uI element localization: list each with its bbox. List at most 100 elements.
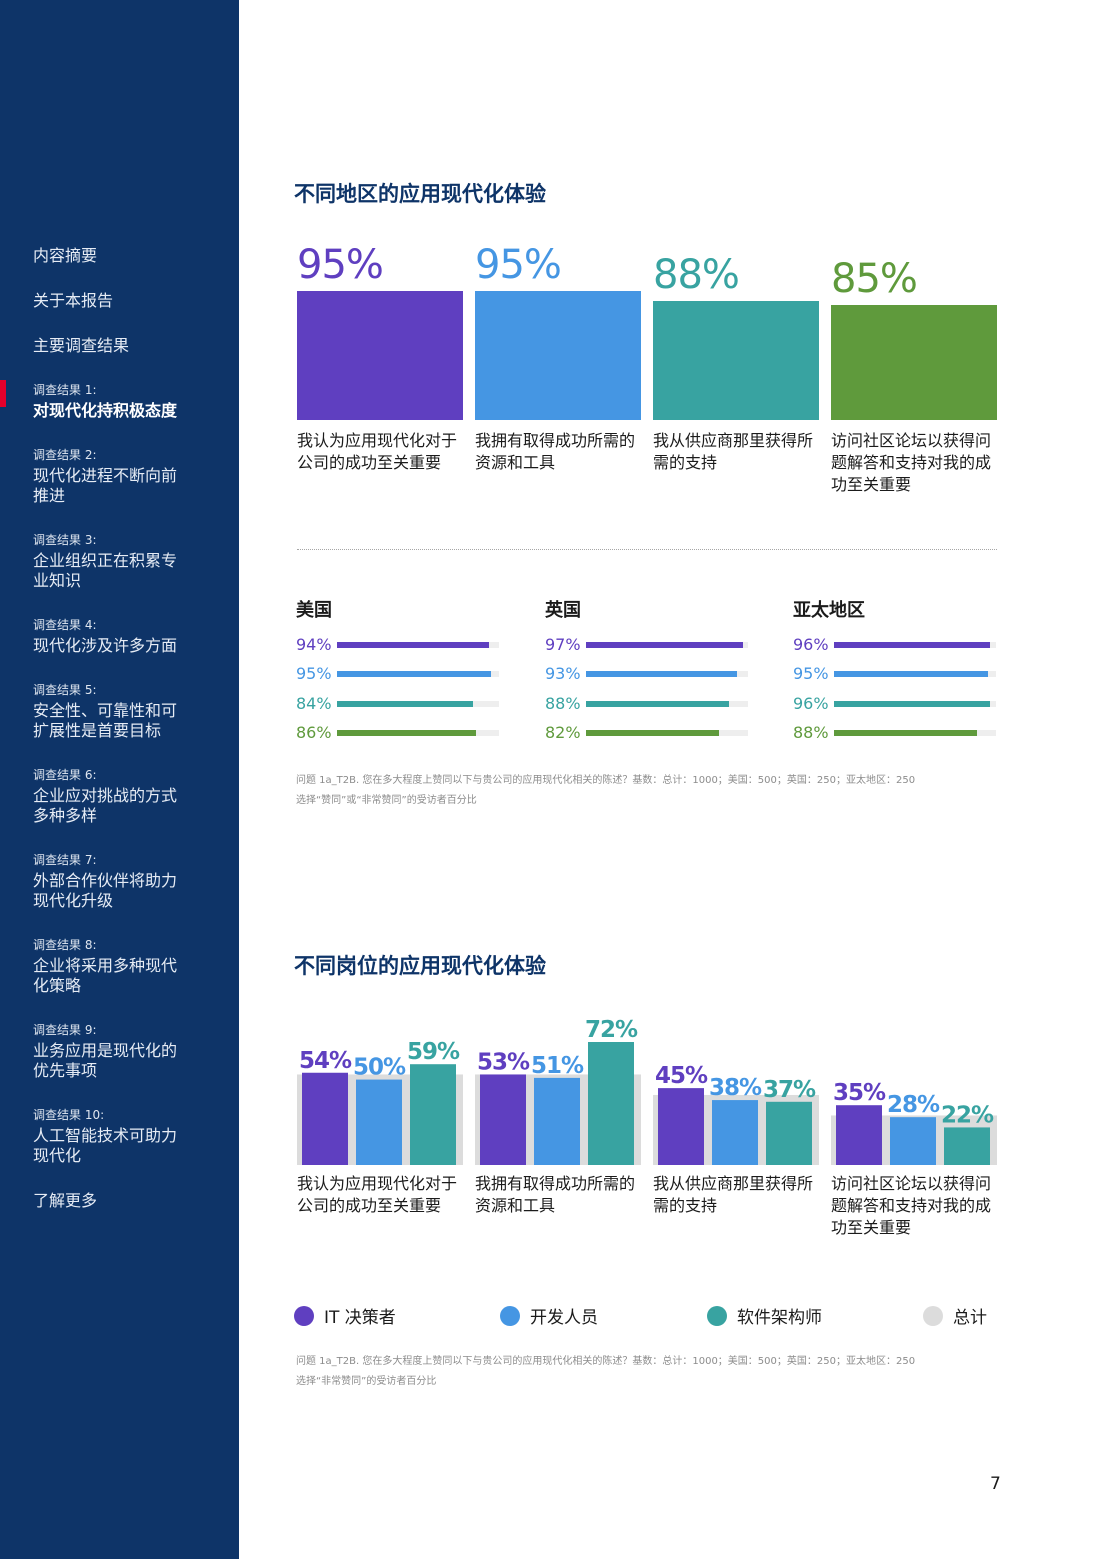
finding-kicker: 调查结果 7: [33,853,97,867]
role-bar [410,1064,456,1165]
role-bar-label: 37% [763,1077,816,1103]
role-bar [944,1127,990,1165]
role-bar-label: 53% [477,1049,530,1075]
legend-label: IT 决策者 [324,1308,396,1328]
mini-bar-row: 88% [545,692,750,721]
legend-item: 总计 [923,1303,987,1328]
role-bar [588,1042,634,1165]
big-bar-percent: 85% [831,256,918,302]
big-bar-percent: 95% [297,242,384,288]
mini-bar-row: 95% [296,662,501,691]
mini-bar-fill [337,700,473,707]
sidebar-item-finding-2[interactable]: 调查结果 2: 现代化进程不断向前推进 [33,448,223,506]
sidebar-item-finding-3[interactable]: 调查结果 3: 企业组织正在积累专业知识 [33,533,223,591]
mini-bar-row: 94% [296,633,501,662]
mini-bar-row: 82% [545,721,750,750]
mini-bar-row: 95% [793,662,998,691]
finding-title: 业务应用是现代化的优先事项 [33,1041,178,1080]
sidebar-item-learn-more[interactable]: 了解更多 [33,1191,98,1210]
region-footnote: 问题 1a_T2B. 您在多大程度上赞同以下与贵公司的应用现代化相关的陈述？基数… [296,771,996,811]
finding-kicker: 调查结果 10: [33,1108,105,1122]
region-block-us: 美国 94% 95% 84% 86% [296,599,501,750]
legend-label: 软件架构师 [737,1308,822,1328]
mini-bar-track [834,729,996,736]
role-bar [890,1117,936,1165]
mini-bar-percent: 86% [296,722,332,742]
mini-bar-row: 88% [793,721,998,750]
mini-bar-track [586,671,748,678]
legend-dot-icon [707,1305,727,1326]
sidebar-item-about[interactable]: 关于本报告 [33,291,114,310]
mini-bar-row: 84% [296,692,501,721]
role-bar-label: 59% [407,1039,460,1065]
role-bar-label: 51% [531,1053,584,1079]
region-name: 美国 [296,600,332,621]
sidebar-item-finding-9[interactable]: 调查结果 9: 业务应用是现代化的优先事项 [33,1023,223,1081]
mini-bar-percent: 84% [296,693,332,713]
page-number: 7 [990,1474,1001,1494]
mini-bar-fill [337,642,489,648]
legend-label: 开发人员 [530,1308,598,1328]
role-bar [658,1088,704,1165]
section-divider [297,549,997,550]
mini-bar-track [586,700,748,707]
role-category-label: 我拥有取得成功所需的资源和工具 [475,1174,636,1215]
sidebar-item-finding-7[interactable]: 调查结果 7: 外部合作伙伴将助力现代化升级 [33,853,223,911]
finding-kicker: 调查结果 9: [33,1023,97,1037]
legend-dot-icon [923,1305,943,1326]
sidebar-item-finding-10[interactable]: 调查结果 10: 人工智能技术可助力现代化 [33,1108,223,1166]
role-bar-label: 45% [655,1063,708,1089]
finding-kicker: 调查结果 8: [33,938,97,952]
mini-bar-fill [586,729,719,736]
sidebar-item-finding-1[interactable]: 调查结果 1: 对现代化持积极态度 [33,383,223,421]
mini-bar-row: 86% [296,721,501,750]
role-bar [712,1100,758,1165]
mini-bar-track [834,642,996,648]
role-bar-label: 54% [299,1048,352,1074]
mini-bar-fill [834,700,990,707]
finding-title: 外部合作伙伴将助力现代化升级 [33,871,178,910]
sidebar-item-finding-8[interactable]: 调查结果 8: 企业将采用多种现代化策略 [33,938,223,996]
mini-bar-fill [834,671,988,678]
mini-bar-percent: 96% [793,693,829,713]
mini-bar-fill [834,729,977,736]
region-block-apac: 亚太地区 96% 95% 96% 88% [793,599,998,750]
mini-bar-percent: 96% [793,635,829,654]
finding-kicker: 调查结果 4: [33,618,97,632]
footnote-line: 选择“赞同”或“非常赞同”的受访者百分比 [296,795,477,806]
big-bar-percent: 95% [475,242,562,288]
finding-kicker: 调查结果 3: [33,533,97,547]
finding-title: 现代化进程不断向前推进 [33,466,178,505]
big-bar-percent: 88% [653,252,740,298]
legend-item: IT 决策者 [294,1303,396,1328]
mini-bar-percent: 95% [793,664,829,684]
mini-bar-track [586,729,748,736]
sidebar-item-summary[interactable]: 内容摘要 [33,246,98,265]
sidebar-item-finding-6[interactable]: 调查结果 6: 企业应对挑战的方式多种多样 [33,768,223,826]
role-bar-label: 50% [353,1055,406,1081]
role-bar [534,1077,580,1165]
finding-title: 对现代化持积极态度 [33,401,178,420]
sidebar-item-key-findings[interactable]: 主要调查结果 [33,336,130,355]
big-bar [475,291,641,420]
mini-bar-track [337,729,499,736]
mini-bar-percent: 94% [296,635,332,654]
mini-bar-percent: 93% [545,664,581,684]
sidebar-item-finding-5[interactable]: 调查结果 5: 安全性、可靠性和可扩展性是首要目标 [33,683,223,741]
big-bar-label: 我从供应商那里获得所需的支持 [653,431,814,472]
mini-bar-percent: 97% [545,635,581,654]
role-footnote: 问题 1a_T2B. 您在多大程度上赞同以下与贵公司的应用现代化相关的陈述？基数… [296,1352,996,1392]
mini-bar-fill [586,671,737,678]
mini-bar-row: 93% [545,662,750,691]
mini-bar-fill [337,729,476,736]
sidebar-nav: 内容摘要 关于本报告 主要调查结果 调查结果 1: 对现代化持积极态度 调查结果… [0,0,239,1559]
finding-title: 安全性、可靠性和可扩展性是首要目标 [33,701,178,740]
role-section-title: 不同岗位的应用现代化体验 [294,954,546,978]
role-bar [302,1072,348,1165]
sidebar-item-finding-4[interactable]: 调查结果 4: 现代化涉及许多方面 [33,618,223,656]
finding-title: 人工智能技术可助力现代化 [33,1126,178,1165]
mini-bar-percent: 88% [793,722,829,742]
role-grouped-bar-chart: 54% 50%59% 53% 51%72% 45% 38% 37% 35% 28% 22% [297,1017,997,1165]
role-category-label: 访问社区论坛以获得问题解答和支持对我的成功至关重要 [831,1174,992,1237]
footnote-line: 问题 1a_T2B. 您在多大程度上赞同以下与贵公司的应用现代化相关的陈述？基数… [296,775,916,786]
